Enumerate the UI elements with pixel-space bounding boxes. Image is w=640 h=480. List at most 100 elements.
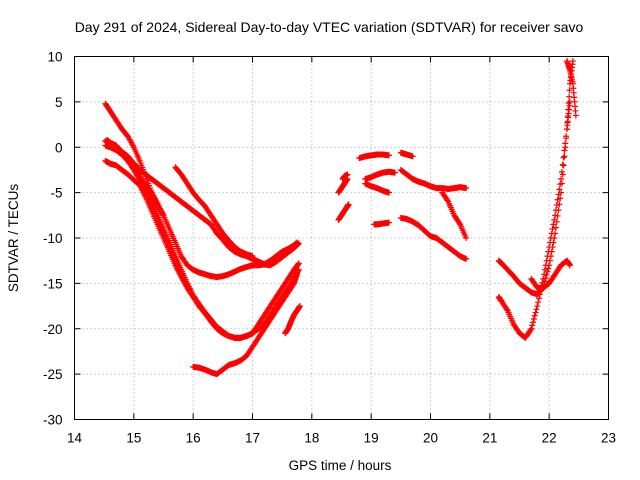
y-tick-label: -30 bbox=[43, 413, 63, 428]
series-arc-6 bbox=[172, 164, 256, 260]
x-tick-label: 18 bbox=[304, 431, 319, 446]
series-arc-11 bbox=[339, 171, 351, 183]
data-point bbox=[559, 161, 566, 168]
series-arc-17 bbox=[397, 166, 470, 192]
data-point bbox=[345, 201, 352, 208]
data-point bbox=[547, 253, 554, 260]
data-point bbox=[566, 87, 573, 94]
data-point bbox=[545, 265, 552, 272]
data-point bbox=[549, 225, 556, 232]
series-arc-22 bbox=[528, 257, 573, 291]
data-point bbox=[555, 207, 562, 214]
series-arc-18 bbox=[439, 189, 470, 241]
data-point bbox=[548, 248, 555, 255]
data-point bbox=[559, 171, 566, 178]
y-tick-label: 0 bbox=[55, 140, 63, 155]
data-point bbox=[543, 271, 550, 278]
data-point bbox=[557, 195, 564, 202]
data-point bbox=[535, 295, 542, 302]
y-axis-tick-labels: 10 5 0 -5 -10 -15 -20 -25 -30 bbox=[43, 50, 63, 428]
y-tick-label: -10 bbox=[43, 231, 63, 246]
data-point bbox=[344, 171, 351, 178]
data-point bbox=[529, 322, 536, 329]
data-point bbox=[560, 162, 567, 169]
data-point bbox=[553, 218, 560, 225]
y-tick-label: -5 bbox=[50, 186, 62, 201]
data-point bbox=[463, 255, 470, 262]
data-point bbox=[541, 278, 548, 285]
series-arc-9 bbox=[335, 201, 352, 223]
y-axis-label: SDTVAR / TECUs bbox=[6, 184, 21, 293]
data-point bbox=[444, 197, 451, 204]
data-point bbox=[534, 303, 541, 310]
data-point bbox=[564, 113, 571, 120]
x-tick-label: 21 bbox=[482, 431, 497, 446]
series-arc-10 bbox=[335, 176, 351, 196]
data-point bbox=[542, 275, 549, 282]
data-point bbox=[558, 176, 565, 183]
data-point bbox=[503, 306, 510, 313]
y-tick-label: -25 bbox=[43, 367, 63, 382]
x-tick-label: 16 bbox=[186, 431, 201, 446]
series-arc-21 bbox=[495, 58, 576, 298]
data-point bbox=[561, 147, 568, 154]
data-point bbox=[385, 219, 392, 226]
series-arc-8 bbox=[282, 303, 303, 337]
data-point bbox=[569, 58, 576, 65]
data-point bbox=[563, 135, 570, 142]
data-point bbox=[556, 186, 563, 193]
data-point bbox=[527, 327, 534, 334]
data-point bbox=[549, 244, 556, 251]
data-point bbox=[295, 241, 302, 248]
data-point bbox=[385, 189, 392, 196]
data-point bbox=[249, 253, 256, 260]
data-point bbox=[561, 153, 568, 160]
data-point bbox=[544, 268, 551, 275]
y-tick-label: -20 bbox=[43, 322, 63, 337]
x-tick-label: 15 bbox=[126, 431, 141, 446]
data-point bbox=[294, 271, 300, 278]
data-point bbox=[554, 212, 561, 219]
data-points bbox=[102, 58, 579, 378]
data-point bbox=[546, 262, 553, 269]
x-tick-label: 19 bbox=[364, 431, 379, 446]
y-tick-label: 10 bbox=[47, 50, 62, 65]
data-point bbox=[550, 239, 557, 246]
data-point bbox=[558, 189, 565, 196]
data-point bbox=[295, 240, 302, 247]
x-tick-label: 23 bbox=[601, 431, 616, 446]
data-point bbox=[535, 299, 542, 306]
series-arc-16 bbox=[397, 149, 416, 160]
data-point bbox=[296, 303, 303, 310]
chart-title: Day 291 of 2024, Sidereal Day-to-day VTE… bbox=[75, 19, 584, 35]
data-point bbox=[409, 153, 416, 160]
data-point bbox=[532, 309, 539, 316]
x-axis-label: GPS time / hours bbox=[289, 458, 392, 473]
data-point bbox=[552, 224, 559, 231]
data-point bbox=[564, 119, 571, 126]
data-point bbox=[391, 169, 398, 176]
data-point bbox=[558, 180, 565, 187]
series-arc-7 bbox=[190, 271, 300, 378]
data-point bbox=[550, 221, 557, 228]
data-point bbox=[562, 144, 569, 151]
data-point bbox=[463, 235, 470, 241]
data-point bbox=[530, 316, 537, 323]
data-point bbox=[547, 257, 554, 264]
data-point bbox=[533, 306, 540, 313]
series-arc-19 bbox=[397, 215, 470, 262]
grid bbox=[74, 56, 609, 420]
x-tick-label: 22 bbox=[542, 431, 557, 446]
series-arc-20 bbox=[495, 98, 573, 341]
data-point bbox=[563, 126, 570, 133]
data-point bbox=[385, 152, 392, 159]
series-arc-23 bbox=[563, 58, 579, 119]
data-point bbox=[530, 319, 537, 326]
data-point bbox=[528, 325, 535, 332]
data-point bbox=[565, 106, 572, 113]
data-point bbox=[463, 185, 470, 192]
x-axis-tick-labels: 14 15 16 17 18 19 20 21 22 23 bbox=[67, 431, 616, 446]
data-point bbox=[565, 100, 572, 107]
data-point bbox=[294, 241, 301, 248]
